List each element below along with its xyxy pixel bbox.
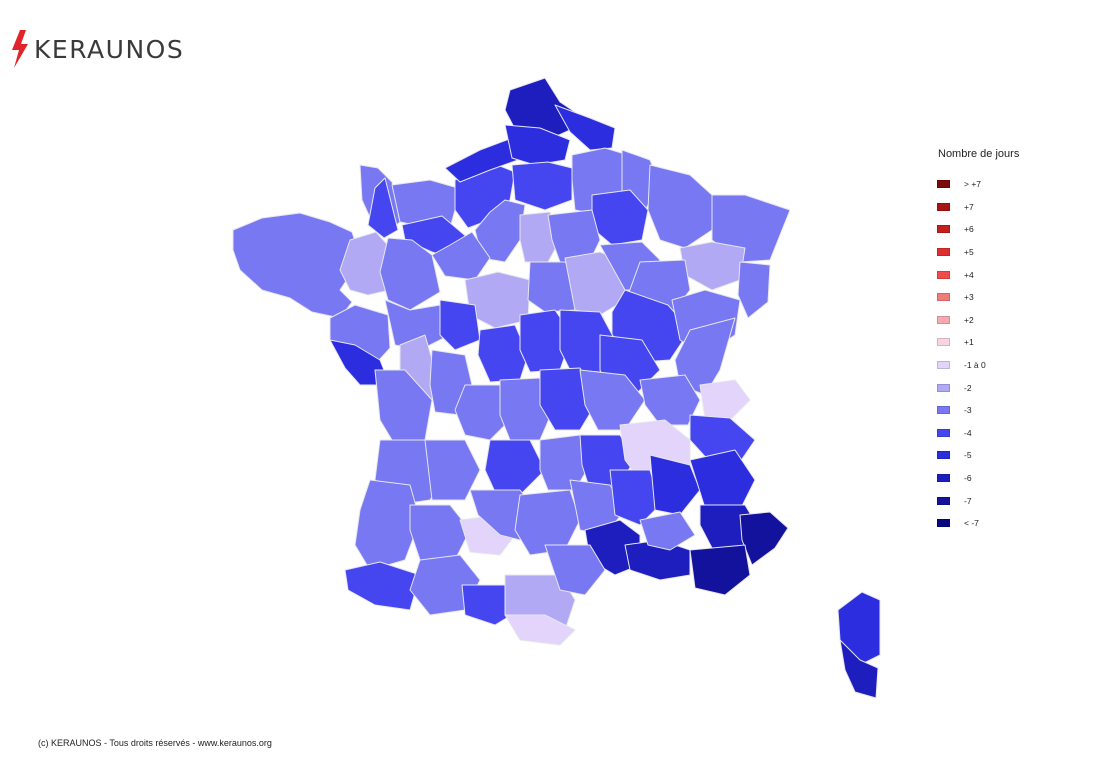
department-region bbox=[737, 261, 771, 319]
department-region bbox=[439, 299, 481, 351]
legend-label: < -7 bbox=[964, 518, 979, 529]
department-region bbox=[639, 374, 701, 426]
legend-label: +7 bbox=[964, 201, 974, 212]
bolt-shape bbox=[12, 30, 28, 68]
legend-swatch bbox=[937, 225, 950, 234]
legend: Nombre de jours > +7 +7 +6 +5 +4 +3 +2 +1 -1 à 0… bbox=[937, 148, 1019, 535]
department-region bbox=[379, 237, 441, 311]
department-region bbox=[739, 511, 789, 566]
department-region bbox=[339, 231, 393, 296]
legend-swatch bbox=[937, 180, 950, 189]
legend-item: -3 bbox=[937, 399, 1019, 422]
legend-title: Nombre de jours bbox=[938, 148, 1020, 160]
legend-swatch bbox=[937, 293, 950, 302]
department-region bbox=[504, 614, 576, 646]
department-region bbox=[484, 439, 546, 496]
department-region bbox=[232, 212, 359, 319]
legend-item: -4 bbox=[937, 422, 1019, 445]
legend-swatch bbox=[937, 361, 950, 370]
department-region bbox=[689, 449, 756, 511]
department-region bbox=[409, 504, 471, 561]
legend-item: -1 à 0 bbox=[937, 354, 1019, 377]
legend-swatch bbox=[937, 496, 950, 505]
legend-item: -2 bbox=[937, 376, 1019, 399]
legend-item: +7 bbox=[937, 196, 1019, 219]
department-region bbox=[544, 544, 606, 596]
keraunos-logo: KERAUNOS bbox=[10, 30, 184, 68]
legend-label: +5 bbox=[964, 247, 974, 258]
legend-label: +6 bbox=[964, 224, 974, 235]
department-region bbox=[431, 231, 491, 281]
legend-swatch bbox=[937, 406, 950, 415]
legend-swatch bbox=[937, 428, 950, 437]
legend-swatch bbox=[937, 451, 950, 460]
department-region bbox=[344, 561, 421, 611]
legend-item: +3 bbox=[937, 286, 1019, 309]
legend-swatch bbox=[937, 383, 950, 392]
department-region bbox=[504, 124, 571, 166]
legend-item: +6 bbox=[937, 218, 1019, 241]
department-region bbox=[554, 104, 616, 151]
department-region bbox=[639, 511, 696, 551]
legend-label: -1 à 0 bbox=[964, 360, 986, 371]
legend-item: -7 bbox=[937, 489, 1019, 512]
legend-item: > +7 bbox=[937, 173, 1019, 196]
department-region bbox=[511, 161, 573, 211]
legend-swatch bbox=[937, 338, 950, 347]
legend-swatch bbox=[937, 248, 950, 257]
legend-label: -6 bbox=[964, 473, 972, 484]
legend-item: -6 bbox=[937, 467, 1019, 490]
legend-label: +2 bbox=[964, 314, 974, 325]
department-region bbox=[649, 454, 701, 516]
legend-item: -5 bbox=[937, 444, 1019, 467]
department-region bbox=[474, 199, 526, 263]
department-region bbox=[367, 177, 399, 239]
legend-swatch bbox=[937, 315, 950, 324]
legend-item: +1 bbox=[937, 331, 1019, 354]
legend-label: > +7 bbox=[964, 179, 982, 190]
legend-item: +5 bbox=[937, 241, 1019, 264]
legend-swatch bbox=[937, 202, 950, 211]
legend-label: +3 bbox=[964, 292, 974, 303]
legend-label: -2 bbox=[964, 382, 972, 393]
department-region bbox=[609, 469, 661, 526]
legend-label: -7 bbox=[964, 495, 972, 506]
lightning-bolt-icon bbox=[12, 30, 28, 68]
legend-label: -4 bbox=[964, 427, 972, 438]
department-region bbox=[839, 639, 879, 699]
legend-swatch bbox=[937, 519, 950, 528]
department-region bbox=[689, 544, 751, 596]
legend-swatch bbox=[937, 474, 950, 483]
legend-item: +4 bbox=[937, 263, 1019, 286]
department-region bbox=[679, 241, 746, 291]
legend-swatch bbox=[937, 270, 950, 279]
legend-label: +1 bbox=[964, 337, 974, 348]
legend-label: -5 bbox=[964, 450, 972, 461]
legend-item: < -7 bbox=[937, 512, 1019, 535]
legend-label: +4 bbox=[964, 269, 974, 280]
copyright-footer: (c) KERAUNOS - Tous droits réservés - ww… bbox=[38, 738, 272, 748]
department-region bbox=[699, 379, 751, 421]
legend-label: -3 bbox=[964, 405, 972, 416]
brand-name: KERAUNOS bbox=[34, 34, 185, 64]
department-region bbox=[647, 164, 713, 249]
department-region bbox=[424, 439, 481, 501]
legend-item: +2 bbox=[937, 309, 1019, 332]
